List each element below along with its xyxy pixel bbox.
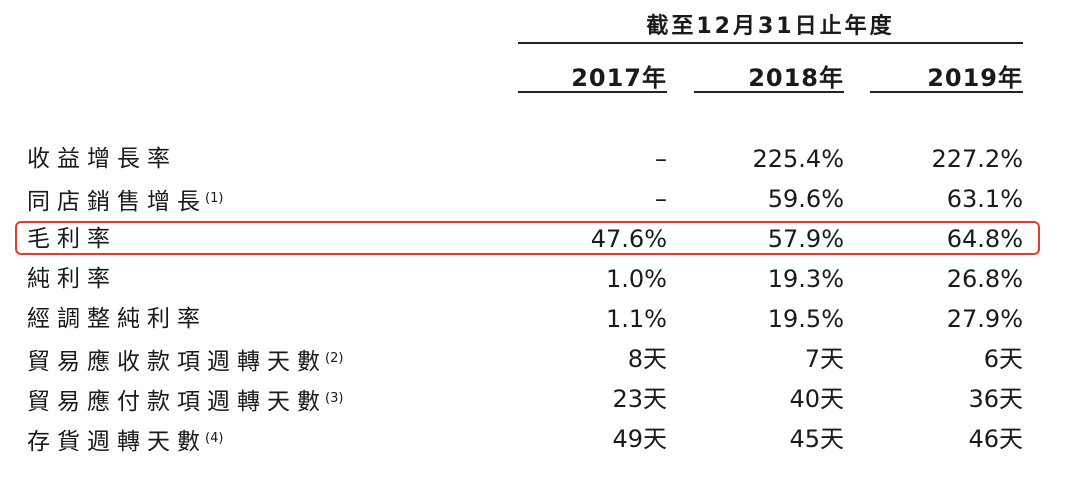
value-2019: 64.8% [946, 225, 1023, 253]
period-underline [518, 42, 1023, 44]
footnote-marker: (1) [205, 191, 224, 206]
row-label-text: 存貨週轉天數 [27, 429, 207, 455]
row-label-text: 貿易應付款項週轉天數 [27, 389, 327, 415]
value-2017: 23天 [612, 385, 667, 413]
row-label: 毛利率 [27, 219, 117, 259]
footnote-marker: (2) [325, 351, 344, 366]
row-label: 貿易應收款項週轉天數(2) [27, 339, 343, 382]
value-2017: 1.1% [606, 305, 667, 333]
table-row: 經調整純利率 1.1% 19.5% 27.9% [0, 299, 1080, 339]
highlight-box [15, 221, 1040, 255]
value-2018: 57.9% [767, 225, 844, 253]
table-row: 貿易應收款項週轉天數(2) 8天 7天 6天 [0, 339, 1080, 379]
value-2019: 227.2% [931, 145, 1023, 173]
period-header: 截至12月31日止年度 [646, 14, 895, 39]
value-2019: 27.9% [946, 305, 1023, 333]
value-2018: 7天 [804, 345, 844, 373]
footnote-marker: (4) [205, 431, 224, 446]
table-row: 收益增長率 – 225.4% 227.2% [0, 139, 1080, 179]
value-2017: 47.6% [590, 225, 667, 253]
year-2017-header: 2017年 [571, 64, 667, 92]
value-2018: 19.5% [767, 305, 844, 333]
year-2018-header: 2018年 [748, 64, 844, 92]
table-row: 同店銷售增長(1) – 59.6% 63.1% [0, 179, 1080, 219]
row-label: 收益增長率 [27, 139, 177, 179]
value-2017: 8天 [627, 345, 667, 373]
row-label-text: 毛利率 [27, 226, 117, 252]
value-2019: 26.8% [946, 265, 1023, 293]
year-2017-underline [518, 91, 667, 93]
value-2018: 19.3% [767, 265, 844, 293]
footnote-marker: (3) [325, 391, 344, 406]
value-2019: 46天 [968, 425, 1023, 453]
table-row: 毛利率 47.6% 57.9% 64.8% [0, 219, 1080, 259]
table-row: 存貨週轉天數(4) 49天 45天 46天 [0, 419, 1080, 459]
value-2018: 40天 [789, 385, 844, 413]
row-label: 經調整純利率 [27, 299, 207, 339]
value-2017: – [655, 145, 667, 173]
year-2019-underline [870, 91, 1023, 93]
value-2017: 49天 [612, 425, 667, 453]
row-label-text: 同店銷售增長 [27, 189, 207, 215]
row-label-text: 純利率 [27, 266, 117, 292]
table-row: 純利率 1.0% 19.3% 26.8% [0, 259, 1080, 299]
value-2019: 6天 [983, 345, 1023, 373]
row-label: 同店銷售增長(1) [27, 179, 223, 222]
table-row: 貿易應付款項週轉天數(3) 23天 40天 36天 [0, 379, 1080, 419]
value-2019: 63.1% [946, 185, 1023, 213]
year-2019-header: 2019年 [927, 64, 1023, 92]
row-label-text: 經調整純利率 [27, 306, 207, 332]
row-label: 存貨週轉天數(4) [27, 419, 223, 462]
value-2017: – [655, 185, 667, 213]
value-2019: 36天 [968, 385, 1023, 413]
value-2018: 45天 [789, 425, 844, 453]
row-label: 純利率 [27, 259, 117, 299]
year-2018-underline [694, 91, 844, 93]
row-label-text: 收益增長率 [27, 146, 177, 172]
row-label: 貿易應付款項週轉天數(3) [27, 379, 343, 422]
row-label-text: 貿易應收款項週轉天數 [27, 349, 327, 375]
value-2018: 59.6% [767, 185, 844, 213]
value-2018: 225.4% [752, 145, 844, 173]
value-2017: 1.0% [606, 265, 667, 293]
